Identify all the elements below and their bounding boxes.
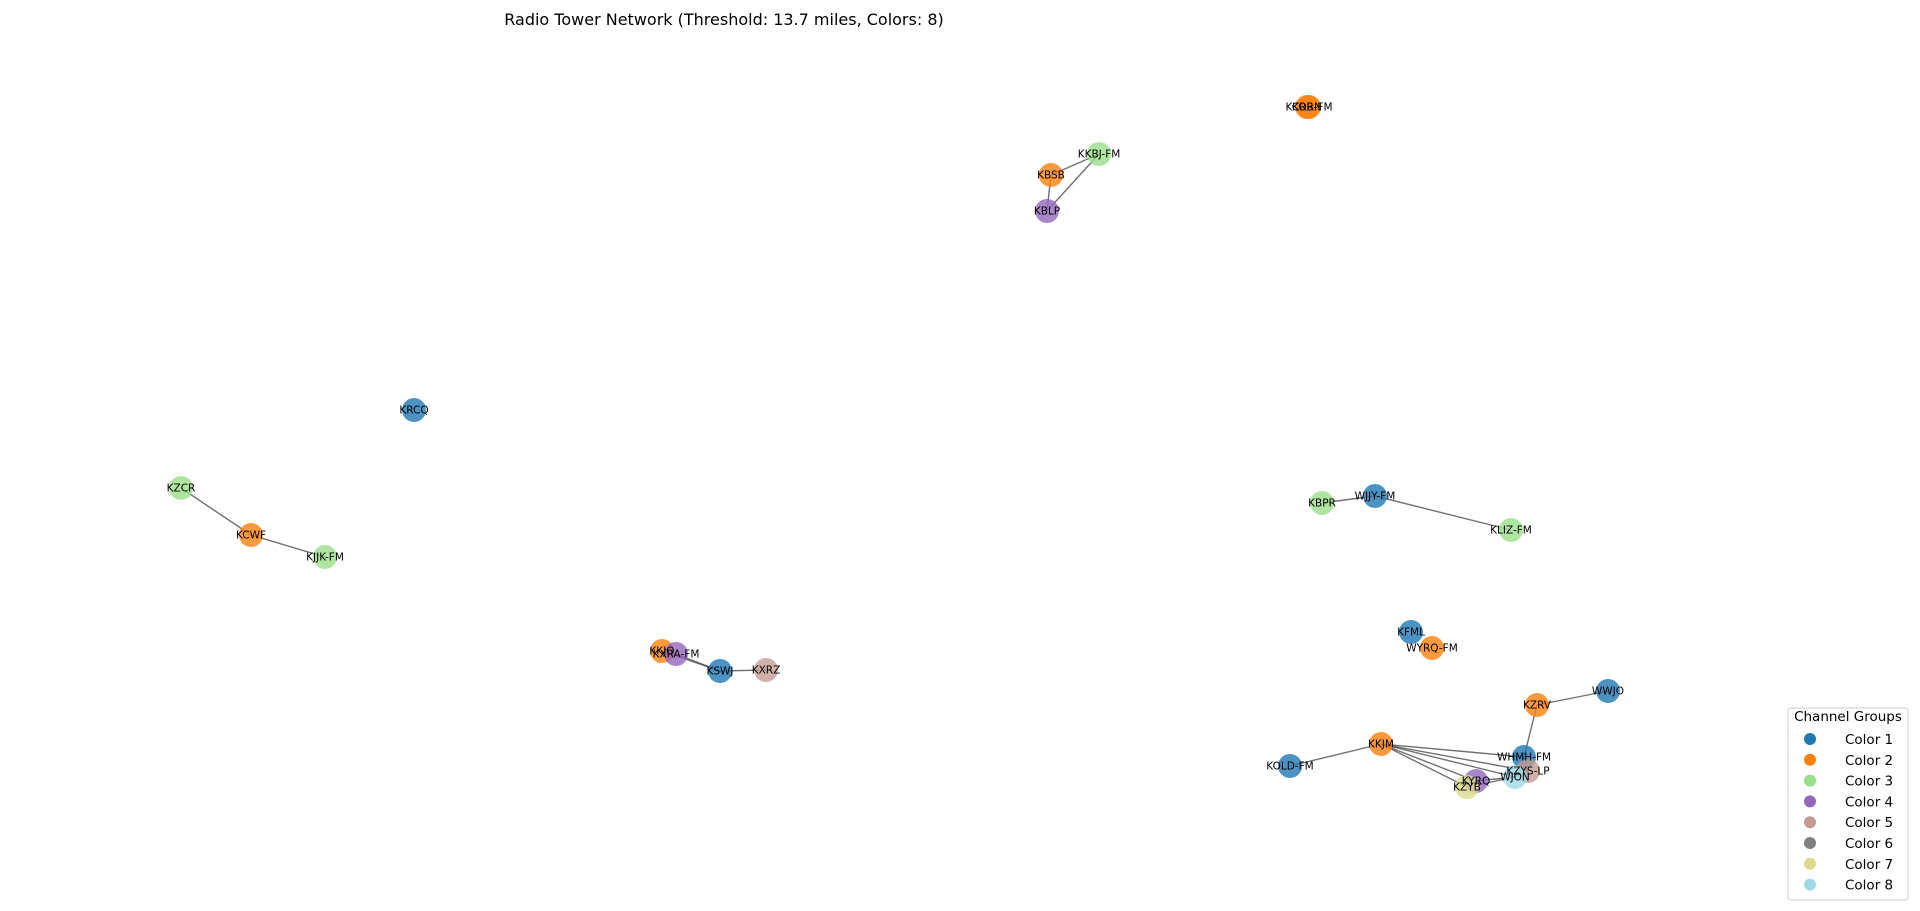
node-kxra-fm — [664, 642, 688, 666]
edge-kkbj-fm-kblp — [1046, 153, 1100, 212]
edge-kkjm-wjon — [1380, 743, 1516, 778]
legend-marker-4 — [1804, 795, 1816, 808]
node-kzrv — [1525, 693, 1549, 717]
node-label-korn: KORN — [1292, 102, 1322, 114]
node-kswj — [708, 659, 732, 683]
node-kkbj-fm — [1087, 142, 1111, 166]
edge-kzrv-wwjo — [1536, 690, 1609, 706]
legend-marker-7 — [1804, 857, 1816, 870]
node-wjon — [1503, 765, 1527, 789]
node-label-kbpr: KBPR — [1308, 498, 1336, 510]
legend-marker-3 — [1804, 774, 1816, 787]
node-label-kjjk-fm: KJJK-FM — [306, 552, 344, 564]
node-kcwf — [239, 523, 263, 547]
node-label-kkbj-fm: KKBJ-FM — [1078, 149, 1121, 161]
node-label-wyrq-fm: WYRQ-FM — [1406, 643, 1458, 655]
node-label-kxra-fm: KXRA-FM — [653, 649, 700, 661]
edge-kkjm-whmh-fm — [1380, 743, 1525, 758]
node-label-krcq: KRCQ — [399, 405, 428, 417]
edge-kkjm-kyrq — [1380, 743, 1477, 782]
node-kliz-fm — [1499, 518, 1523, 542]
node-label-kbsb: KBSB — [1037, 170, 1065, 182]
node-label-kfml: KFML — [1397, 627, 1425, 639]
node-kold-fm — [1278, 754, 1302, 778]
legend-label-3: Color 3 — [1845, 774, 1893, 790]
node-wjjy-fm — [1363, 484, 1387, 508]
node-kjjk-fm — [313, 545, 337, 569]
edge-kzcr-kcwf — [180, 487, 252, 536]
legend-marker-6 — [1804, 837, 1816, 849]
node-label-kzyb: KZYB — [1453, 782, 1481, 794]
legend-label-8: Color 8 — [1845, 878, 1893, 894]
edge-kkjm-kzyb — [1380, 743, 1468, 788]
node-kzyb — [1455, 775, 1479, 799]
node-label-kcwf: KCWF — [236, 530, 266, 542]
node-label-kyrq: KYRQ — [1462, 776, 1491, 788]
legend-title: Channel Groups — [1794, 709, 1902, 725]
edge-wjjy-fm-kliz-fm — [1374, 495, 1512, 531]
legend-frame — [1787, 707, 1909, 901]
node-label-kzcr: KZCR — [167, 483, 196, 495]
edge-kcwf-kjjk-fm — [250, 534, 326, 558]
node-label-kold-fm: KOLD-FM — [1266, 761, 1313, 773]
legend-marker-5 — [1804, 816, 1816, 829]
node-kzcr — [169, 476, 193, 500]
node-label-kzys-lp: KZYS-LP — [1506, 766, 1549, 778]
node-kbpr — [1310, 491, 1334, 515]
node-kxrz — [754, 658, 778, 682]
node-label-whmh-fm: WHMH-FM — [1497, 752, 1551, 764]
node-label-wjjy-fm: WJJY-FM — [1355, 491, 1396, 503]
node-label-kcrb-fm: KCRB-FM — [1285, 102, 1332, 114]
node-wwjo — [1596, 679, 1620, 703]
node-krcq — [402, 398, 426, 422]
legend-label-7: Color 7 — [1845, 857, 1893, 873]
chart-title: Radio Tower Network (Threshold: 13.7 mil… — [504, 10, 944, 29]
legend-label-6: Color 6 — [1845, 836, 1893, 852]
node-label-kzrv: KZRV — [1523, 700, 1552, 712]
node-kkjm — [1369, 732, 1393, 756]
node-korn — [1295, 95, 1319, 119]
edge-kold-fm-kkjm — [1289, 743, 1382, 767]
legend-label-2: Color 2 — [1845, 753, 1893, 769]
node-label-wjon: WJON — [1500, 772, 1530, 784]
node-kfml — [1399, 620, 1423, 644]
node-kblp — [1035, 199, 1059, 223]
legend-label-4: Color 4 — [1845, 794, 1893, 810]
legend-marker-2 — [1804, 753, 1816, 766]
node-label-kswj: KSWJ — [706, 666, 733, 678]
node-label-kblp: KBLP — [1034, 206, 1060, 218]
legend-marker-1 — [1804, 733, 1816, 745]
edge-kkjm-kzys-lp — [1380, 743, 1529, 772]
node-label-kliz-fm: KLIZ-FM — [1490, 525, 1532, 537]
node-label-wwjo: WWJO — [1592, 686, 1624, 698]
legend-label-1: Color 1 — [1845, 732, 1893, 748]
node-wyrq-fm — [1420, 636, 1444, 660]
legend-label-5: Color 5 — [1845, 815, 1893, 831]
node-label-kkjo: KKJO — [649, 646, 674, 658]
node-label-kkjm: KKJM — [1368, 739, 1394, 751]
edge-layer — [180, 153, 1609, 788]
node-label-kxrz: KXRZ — [752, 665, 781, 677]
legend-marker-8 — [1804, 878, 1816, 891]
legend-items: Color 1 Color 2 Color 3 Color 4 Color 5 Color… — [1804, 732, 1893, 894]
node-kbsb — [1039, 163, 1063, 187]
